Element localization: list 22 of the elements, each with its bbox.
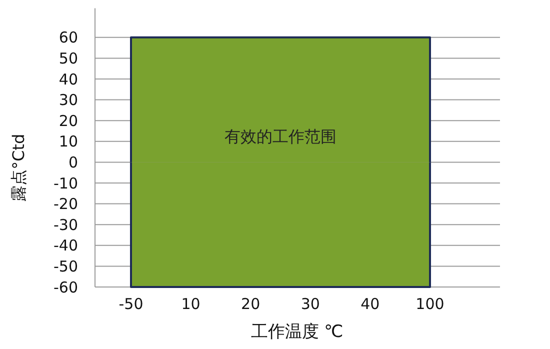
y-axis-title: 露点°Ctd bbox=[9, 134, 28, 202]
y-tick-label: -10 bbox=[54, 174, 78, 192]
x-tick-label: 100 bbox=[416, 295, 444, 313]
x-tick-label: -50 bbox=[118, 295, 144, 313]
y-tick-label: 50 bbox=[58, 49, 78, 68]
x-tick-label: 20 bbox=[241, 295, 260, 313]
y-tick-label: 0 bbox=[68, 153, 78, 172]
y-tick-label: 20 bbox=[58, 112, 78, 130]
x-axis-title: 工作温度 ℃ bbox=[250, 322, 344, 342]
y-tick-label: 40 bbox=[58, 70, 78, 88]
y-tick-label: -30 bbox=[54, 216, 78, 234]
x-tick-label: 10 bbox=[181, 295, 200, 313]
y-tick-label: -20 bbox=[54, 195, 78, 214]
y-tick-label: 10 bbox=[58, 132, 78, 151]
x-tick-label: 40 bbox=[360, 295, 380, 313]
y-tick-label: -60 bbox=[54, 278, 78, 296]
y-tick-label: -40 bbox=[54, 236, 78, 255]
y-tick-label: 60 bbox=[58, 28, 78, 47]
annotation: 有效的工作范围 bbox=[224, 127, 336, 146]
x-tick-label: 30 bbox=[300, 295, 320, 313]
y-tick-label: 30 bbox=[58, 91, 78, 110]
y-tick-label: -50 bbox=[54, 257, 78, 276]
